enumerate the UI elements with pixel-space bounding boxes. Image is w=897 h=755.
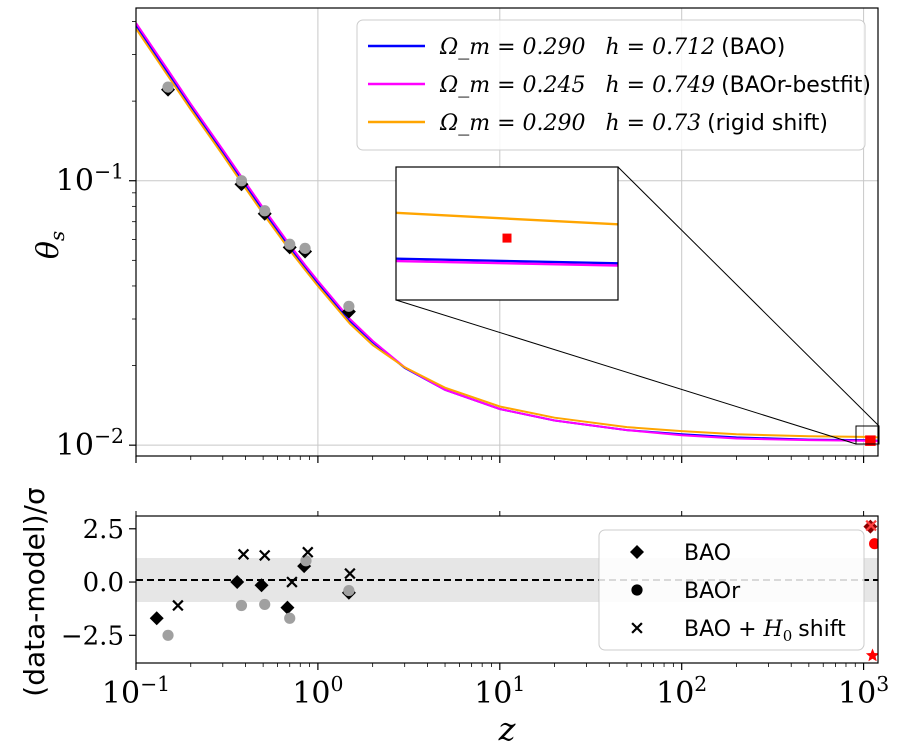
residual-point-diamond bbox=[254, 578, 269, 593]
top-point-baor bbox=[284, 238, 296, 250]
residual-point-cross bbox=[286, 576, 298, 588]
residual-point-cross bbox=[259, 549, 271, 562]
residual-point-star bbox=[865, 648, 878, 662]
bottom-y-ticks: 2.5 0.0 −2.5 bbox=[61, 515, 136, 651]
residual-point-circle bbox=[343, 584, 355, 597]
residual-point-diamond bbox=[280, 600, 295, 615]
inset-series-line-0 bbox=[395, 257, 619, 265]
inset-point bbox=[502, 233, 512, 243]
x-axis-label: z bbox=[498, 710, 517, 748]
top-series-line-0 bbox=[136, 25, 878, 442]
residual-point-diamond bbox=[230, 575, 245, 590]
top-legend-box bbox=[356, 19, 866, 151]
top-legend-label: Ω_m = 0.290 h = 0.712 (BAO) bbox=[439, 35, 785, 60]
top-x-ticks bbox=[135, 456, 865, 463]
residual-point-circle bbox=[235, 599, 248, 612]
bottom-y-axis-label: (data-model)/σ bbox=[18, 487, 51, 696]
residual-point-cross bbox=[237, 548, 250, 561]
inset-frame-bg bbox=[396, 167, 618, 300]
bottom-x-tick-label: 10−1 bbox=[102, 672, 170, 711]
inset-frame bbox=[395, 166, 619, 301]
top-y-ticks: 10−1 10−2 bbox=[56, 21, 136, 463]
bottom-x-tick-label: 100 bbox=[292, 672, 343, 711]
bottom-legend-marker-cross bbox=[631, 622, 643, 634]
inset-lines bbox=[395, 211, 619, 267]
bottom-legend-label: BAOr bbox=[684, 579, 741, 604]
bottom-x-tick-label: 101 bbox=[474, 672, 525, 711]
top-y-axis-label: θs bbox=[31, 231, 69, 259]
inset-series-line-2 bbox=[395, 211, 619, 226]
residual-point-cross bbox=[302, 546, 314, 558]
top-axes-frame bbox=[135, 7, 879, 457]
inset-panel bbox=[395, 166, 619, 301]
residual-point-circle bbox=[300, 555, 312, 567]
top-legend-label: Ω_m = 0.290 h = 0.73 (rigid shift) bbox=[439, 111, 828, 136]
bottom-legend-label: BAO + H0 shift bbox=[684, 617, 846, 645]
top-point-baor bbox=[235, 175, 248, 187]
bottom-legend: BAO BAOr BAO + H0 shift bbox=[598, 529, 865, 651]
zoom-connector-bottom bbox=[395, 299, 857, 445]
residual-point-circle bbox=[259, 598, 271, 611]
bottom-y-tick-label: 2.5 bbox=[83, 515, 124, 545]
bottom-x-tick-label: 103 bbox=[838, 672, 889, 711]
bottom-legend-label: BAO bbox=[684, 541, 731, 566]
residual-point-circle bbox=[162, 629, 174, 641]
zoom-connector-top bbox=[617, 166, 880, 427]
top-point-baor bbox=[162, 81, 174, 93]
top-y-tick-label: 10−2 bbox=[56, 424, 124, 463]
top-series-line-2 bbox=[136, 28, 878, 439]
bottom-y-tick-label: −2.5 bbox=[61, 621, 124, 651]
top-series-line-1 bbox=[136, 22, 878, 443]
bottom-legend-marker-diamond bbox=[630, 545, 644, 559]
residual-point-circle bbox=[284, 612, 296, 624]
bottom-legend-box bbox=[598, 529, 865, 651]
residual-point-cross bbox=[865, 519, 877, 532]
top-point-baor bbox=[259, 205, 271, 217]
bottom-legend-marker-circle bbox=[631, 584, 643, 596]
bottom-axes-frame bbox=[135, 515, 879, 664]
residual-point-cross bbox=[344, 567, 356, 580]
zoom-region-box bbox=[855, 425, 880, 445]
top-point-cmb bbox=[865, 435, 876, 446]
bottom-x-tick-label: 102 bbox=[656, 672, 707, 711]
residual-point-cross bbox=[172, 599, 184, 612]
bottom-y-tick-label: 0.0 bbox=[83, 568, 124, 598]
top-legend-label: Ω_m = 0.245 h = 0.749 (BAOr-bestfit) bbox=[439, 73, 871, 98]
bottom-x-ticks: 10−1 100 101 102 103 bbox=[102, 511, 889, 711]
residual-point-circle bbox=[869, 538, 878, 550]
residual-point-diamond bbox=[149, 611, 164, 626]
top-point-baor bbox=[299, 242, 311, 254]
top-y-tick-label: 10−1 bbox=[56, 160, 124, 199]
top-legend: Ω_m = 0.290 h = 0.712 (BAO) Ω_m = 0.245 h = … bbox=[356, 19, 871, 151]
top-point-baor bbox=[343, 300, 355, 312]
bottom-markers-group bbox=[149, 519, 878, 662]
top-series-group bbox=[136, 22, 878, 443]
top-markers-group bbox=[161, 81, 876, 446]
inset-series-line-1 bbox=[395, 259, 619, 267]
